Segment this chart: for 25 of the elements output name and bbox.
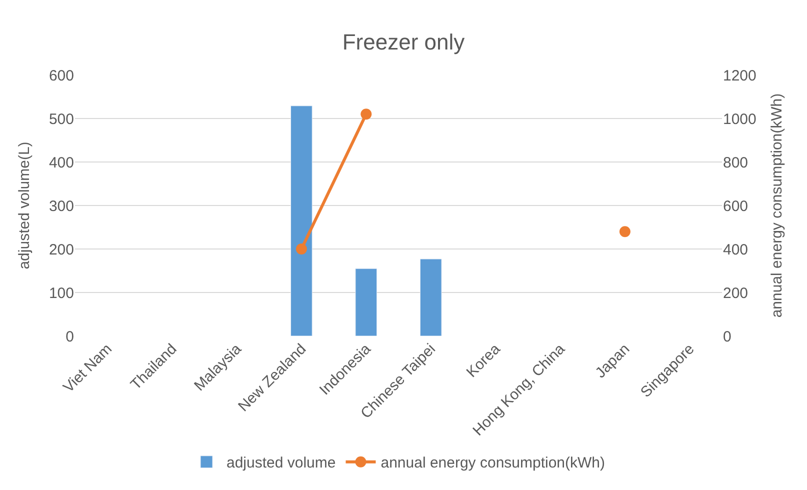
- bar: [420, 258, 442, 336]
- y-tick-label: 200: [48, 241, 74, 258]
- y2-tick-label: 800: [723, 154, 748, 172]
- y-tick-label: 300: [48, 198, 74, 215]
- y-tick-label: 500: [48, 110, 74, 128]
- bar: [355, 268, 378, 336]
- legend-label: adjusted volume: [226, 454, 336, 472]
- point: [360, 108, 372, 120]
- bar: [290, 106, 312, 336]
- chart-title: Freezer only: [342, 30, 465, 55]
- y-tick-label: 400: [48, 154, 74, 172]
- y2-tick-label: 0: [723, 328, 732, 346]
- y2-tick-label: 400: [723, 241, 748, 258]
- y2-tick-label: 200: [723, 284, 748, 302]
- y2-axis-title: annual energy consumption(kWh): [768, 93, 786, 318]
- y-tick-label: 100: [48, 284, 74, 302]
- y2-tick-label: 1200: [723, 67, 756, 84]
- y-axis-title: adjusted volume(L): [16, 142, 34, 270]
- y-tick-label: 600: [48, 67, 74, 84]
- point: [619, 226, 630, 238]
- y2-tick-label: 1000: [723, 110, 756, 128]
- y2-tick-label: 600: [723, 198, 748, 215]
- legend-label: annual energy consumption(kWh): [380, 454, 606, 472]
- y-tick-label: 0: [66, 328, 74, 346]
- point: [296, 244, 307, 254]
